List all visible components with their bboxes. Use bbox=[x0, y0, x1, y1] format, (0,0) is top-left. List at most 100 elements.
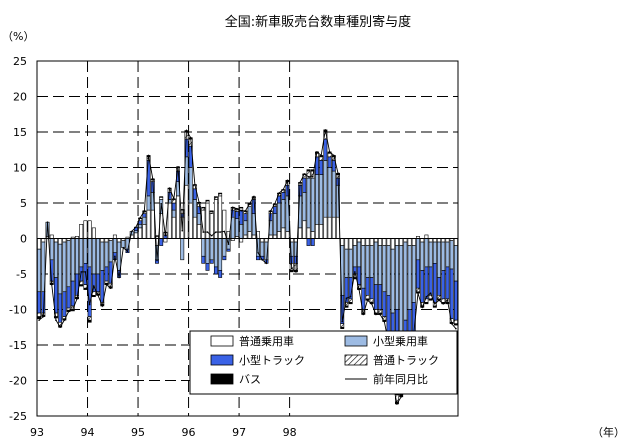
bar-segment bbox=[180, 238, 185, 261]
bar-segment bbox=[449, 268, 454, 320]
yoy-point bbox=[278, 192, 280, 194]
bar-segment bbox=[264, 238, 269, 243]
bar-segment bbox=[369, 238, 374, 246]
bar-segment bbox=[146, 209, 151, 239]
bar-segment bbox=[386, 238, 391, 246]
legend-swatch bbox=[210, 354, 234, 366]
bar-segment bbox=[310, 231, 315, 239]
yoy-point bbox=[202, 231, 205, 233]
bar-segment bbox=[218, 270, 223, 278]
yoy-point bbox=[118, 276, 120, 279]
bar-segment bbox=[104, 241, 109, 268]
bar-segment bbox=[403, 241, 408, 321]
bar-segment bbox=[243, 213, 248, 222]
bar-segment bbox=[331, 170, 336, 218]
legend-swatch bbox=[344, 335, 368, 347]
bar-segment bbox=[142, 216, 147, 225]
bar-segment bbox=[159, 238, 164, 246]
bar-segment bbox=[159, 196, 164, 198]
bar-segment bbox=[201, 207, 206, 211]
yoy-point bbox=[425, 295, 428, 298]
bar-segment bbox=[83, 287, 88, 290]
y-tick-label: 15 bbox=[13, 126, 27, 139]
yoy-point bbox=[93, 285, 95, 287]
bar-segment bbox=[289, 270, 294, 273]
y-tick-label: 25 bbox=[13, 55, 27, 68]
bar-segment bbox=[403, 238, 408, 243]
yoy-point bbox=[76, 298, 78, 300]
bar-segment bbox=[41, 238, 46, 243]
bar-segment bbox=[365, 238, 370, 246]
bar-segment bbox=[243, 211, 248, 214]
bar-segment bbox=[437, 238, 442, 243]
yoy-point bbox=[46, 221, 49, 223]
yoy-point bbox=[231, 206, 234, 209]
bar-segment bbox=[184, 184, 189, 239]
bar-segment bbox=[302, 192, 307, 222]
bar-segment bbox=[100, 270, 105, 303]
yoy-point bbox=[450, 322, 453, 325]
legend-label: 普通トラック bbox=[373, 353, 439, 367]
bar-segment bbox=[163, 238, 168, 243]
bar-segment bbox=[399, 245, 404, 332]
bar-segment bbox=[416, 259, 420, 289]
bar-segment bbox=[79, 284, 84, 287]
bar-segment bbox=[348, 248, 353, 278]
yoy-point bbox=[341, 320, 344, 323]
bar-segment bbox=[361, 245, 366, 289]
yoy-point bbox=[55, 319, 57, 321]
legend-label: バス bbox=[239, 373, 261, 386]
x-tick-label: 98 bbox=[283, 426, 297, 439]
bar-segment bbox=[315, 174, 319, 225]
bar-segment bbox=[302, 220, 307, 239]
bar-segment bbox=[340, 326, 345, 329]
yoy-point bbox=[219, 231, 221, 233]
bar-segment bbox=[171, 209, 176, 218]
bar-segment bbox=[104, 266, 109, 282]
yoy-point bbox=[362, 313, 365, 316]
yoy-point bbox=[59, 326, 61, 329]
bar-segment bbox=[369, 245, 374, 278]
yoy-point bbox=[375, 313, 377, 316]
yoy-point bbox=[248, 202, 251, 205]
bar-segment bbox=[394, 238, 399, 246]
yoy-point bbox=[349, 295, 352, 298]
bar-segment bbox=[306, 177, 311, 229]
bar-segment bbox=[424, 238, 429, 268]
bar-segment bbox=[327, 156, 332, 168]
bar-segment bbox=[37, 248, 42, 293]
yoy-point bbox=[446, 299, 449, 302]
bar-segment bbox=[399, 238, 404, 246]
yoy-point bbox=[185, 129, 188, 132]
yoy-point bbox=[383, 320, 386, 323]
bar-segment bbox=[104, 238, 109, 243]
y-axis-unit-label: （%） bbox=[2, 30, 34, 43]
bar-segment bbox=[369, 277, 374, 300]
bar-segment bbox=[373, 284, 378, 310]
bar-segment bbox=[453, 319, 458, 324]
bar-segment bbox=[378, 245, 383, 285]
bar-segment bbox=[453, 323, 458, 326]
yoy-point bbox=[299, 181, 301, 184]
bar-segment bbox=[83, 284, 88, 289]
yoy-point bbox=[50, 283, 53, 286]
bar-segment bbox=[407, 238, 412, 246]
legend-label: 普通乗用車 bbox=[239, 334, 294, 348]
yoy-point bbox=[80, 271, 82, 273]
bar-segment bbox=[424, 234, 429, 239]
bar-segment bbox=[104, 280, 109, 284]
bar-segment bbox=[424, 302, 429, 305]
yoy-point bbox=[206, 231, 209, 233]
bar-segment bbox=[277, 231, 282, 239]
bar-segment bbox=[201, 255, 206, 264]
bar-segment bbox=[319, 160, 324, 175]
bar-segment bbox=[432, 263, 437, 303]
y-tick-label: 0 bbox=[20, 233, 27, 246]
bar-segment bbox=[365, 294, 370, 300]
bar-segment bbox=[256, 255, 260, 261]
yoy-point bbox=[455, 327, 457, 330]
y-tick-label: 10 bbox=[13, 162, 27, 175]
yoy-point bbox=[215, 231, 217, 233]
yoy-point bbox=[311, 175, 314, 178]
